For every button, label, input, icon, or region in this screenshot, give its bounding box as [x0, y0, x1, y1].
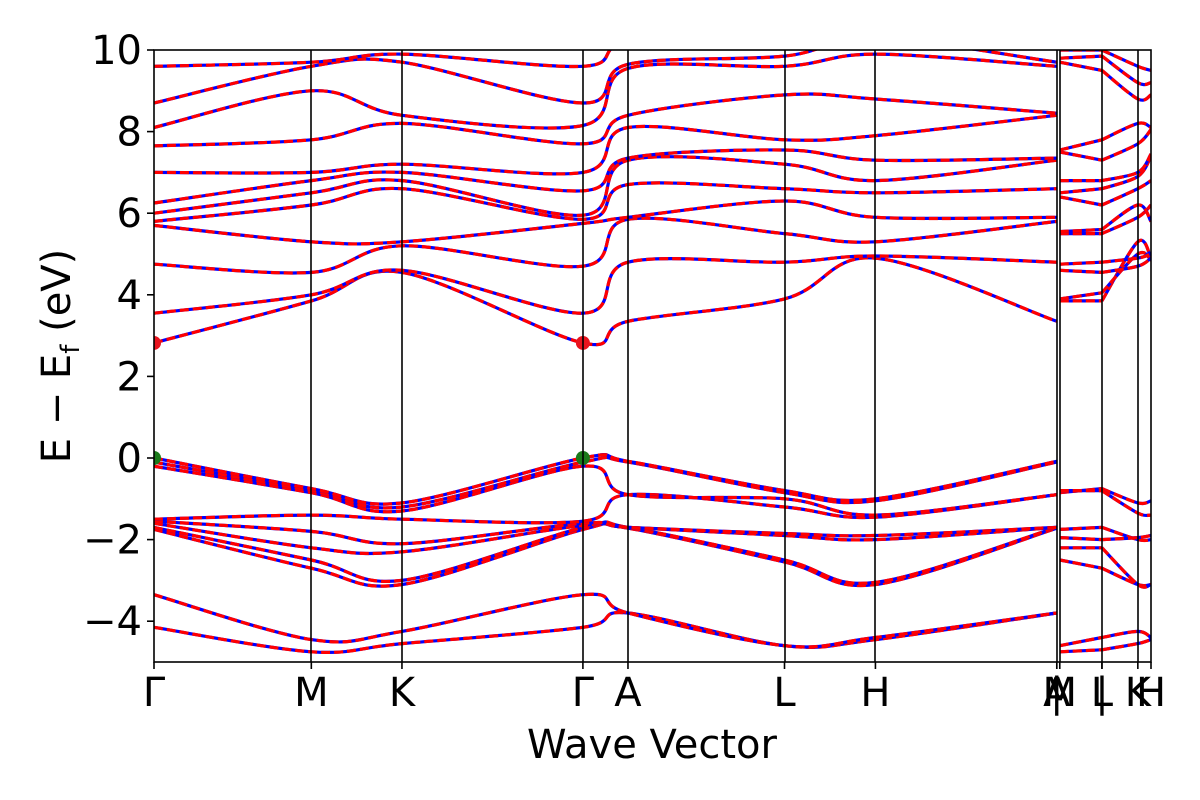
band-line-red — [1101, 533, 1151, 542]
y-tick-label: 6 — [117, 191, 142, 237]
band-line-red — [1059, 558, 1103, 570]
band-line-red — [1059, 291, 1103, 301]
x-tick-label: | — [1050, 670, 1063, 716]
x-tick-label: Γ — [143, 670, 166, 716]
x-tick-label: M — [294, 670, 329, 716]
band-line-red — [1101, 252, 1151, 264]
x-axis-label: Wave Vector — [527, 722, 778, 768]
x-tick-label: Γ — [572, 670, 595, 716]
band-line-red — [154, 199, 1057, 246]
x-tick-label: H — [1136, 670, 1166, 716]
x-tick-label: A — [614, 670, 642, 716]
y-tick-label: 2 — [117, 354, 142, 400]
x-axis-ticks: Γ M K Γ A L H A|M L| KH — [143, 662, 1166, 716]
y-tick-label: 4 — [117, 273, 142, 319]
y-axis-ticks: −4 −2 0 2 4 6 8 10 — [83, 28, 154, 645]
band-line-red — [154, 52, 1057, 130]
x-tick-label: K — [389, 670, 417, 716]
band-line-red — [154, 148, 1057, 205]
band-line-red — [1101, 153, 1151, 183]
band-line-red — [1059, 187, 1103, 195]
band-line-red — [1101, 256, 1151, 274]
band-line-red — [1101, 629, 1151, 640]
band-line-red — [154, 519, 1057, 546]
x-tick-label: K — [1125, 670, 1153, 716]
band-line-red — [154, 50, 1058, 105]
high-symmetry-lines — [310, 50, 1139, 662]
x-tick-label: M — [1043, 670, 1078, 716]
band-line-red — [1059, 54, 1102, 60]
band-line-red — [1059, 260, 1102, 266]
y-tick-label: 10 — [91, 28, 142, 74]
band-line-red — [1059, 60, 1103, 72]
band-line-red — [154, 256, 1058, 347]
x-tick-label: L — [1091, 670, 1114, 716]
vbm-marker — [154, 451, 161, 465]
band-line-red — [154, 92, 1057, 148]
band-line-red — [1059, 268, 1102, 274]
cbm-marker — [154, 335, 161, 350]
band-line-red — [1059, 227, 1102, 234]
band-line-red — [1101, 638, 1151, 652]
y-axis-label: E − Ef (eV) — [34, 249, 86, 464]
band-line-red — [1059, 536, 1102, 542]
band-line-red — [1059, 648, 1102, 654]
y-tick-label: 0 — [117, 436, 142, 482]
x-tick-label: | — [1095, 670, 1108, 716]
y-axis-label-subscript: f — [56, 344, 86, 354]
x-tick-label: H — [860, 670, 890, 716]
y-axis-label-unit: (eV) — [34, 249, 80, 345]
y-tick-label: −4 — [83, 599, 142, 645]
band-line-red — [1059, 195, 1103, 207]
band-line-red — [1059, 635, 1103, 648]
y-tick-label: −2 — [83, 518, 142, 564]
x-tick-label: L — [773, 670, 796, 716]
band-line-red — [1059, 150, 1103, 162]
y-axis-label-main: E − E — [34, 354, 80, 464]
plot-frame — [153, 49, 1152, 663]
band-line-red — [154, 50, 613, 69]
band-line-red — [1059, 138, 1103, 152]
band-line-red — [1059, 525, 1102, 531]
plot-background — [154, 50, 1151, 662]
y-tick-label: 8 — [117, 110, 142, 156]
x-tick-label: A — [1043, 670, 1071, 716]
